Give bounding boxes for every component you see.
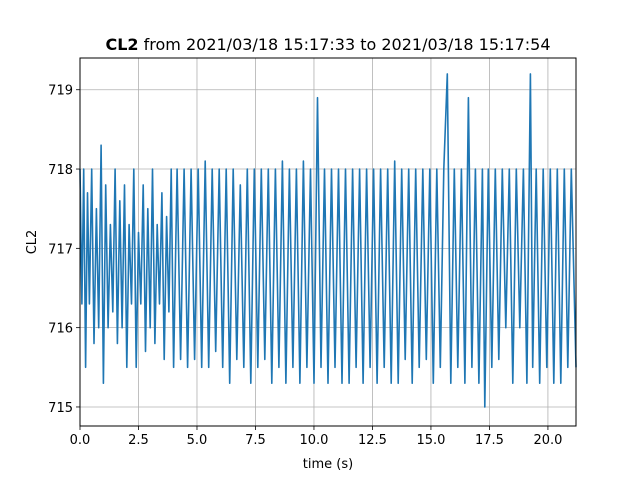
y-tick-label: 719 bbox=[48, 84, 73, 99]
chart-title: CL2 from 2021/03/18 15:17:33 to 2021/03/… bbox=[105, 35, 550, 54]
series-layer bbox=[79, 73, 577, 408]
x-tick-label: 2.5 bbox=[128, 433, 149, 448]
y-tick-label: 716 bbox=[48, 322, 73, 337]
chart-title-bold: CL2 bbox=[105, 35, 138, 54]
series-line-0 bbox=[79, 73, 577, 408]
x-tick-label: 0.0 bbox=[70, 433, 91, 448]
y-axis-ticks: 715 716 717 718 719 bbox=[48, 84, 80, 416]
x-axis-label: time (s) bbox=[303, 457, 353, 472]
x-tick-label: 17.5 bbox=[475, 433, 504, 448]
x-axis-ticks: 0.0 2.5 5.0 7.5 10.0 12.5 15.0 17.5 20.0 bbox=[70, 426, 562, 448]
x-tick-label: 15.0 bbox=[416, 433, 445, 448]
x-tick-label: 5.0 bbox=[187, 433, 208, 448]
x-tick-label: 10.0 bbox=[299, 433, 328, 448]
x-tick-label: 20.0 bbox=[533, 433, 562, 448]
y-tick-label: 718 bbox=[48, 163, 73, 178]
chart-title-rest: from 2021/03/18 15:17:33 to 2021/03/18 1… bbox=[139, 35, 551, 54]
plot-frame bbox=[79, 57, 577, 427]
y-axis-label: CL2 bbox=[25, 230, 40, 255]
x-tick-label: 12.5 bbox=[358, 433, 387, 448]
y-tick-label: 717 bbox=[48, 242, 73, 257]
x-tick-label: 7.5 bbox=[245, 433, 266, 448]
y-tick-label: 715 bbox=[48, 401, 73, 416]
